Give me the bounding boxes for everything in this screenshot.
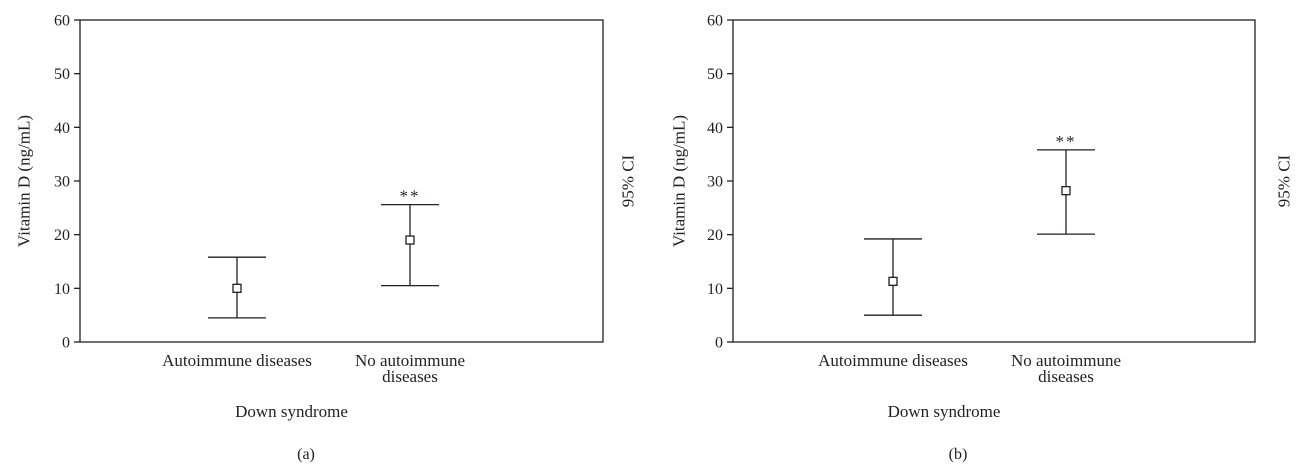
y-axis-title: Vitamin D (ng/mL) [15, 115, 34, 247]
mean-marker [888, 276, 898, 287]
y-tick-label: 20 [707, 227, 723, 244]
y-tick-label: 30 [707, 174, 723, 191]
panel-label: (b) [949, 446, 968, 463]
panel-a: 0 10 20 30 40 50 60 Vitamin D (ng/mL) 95% CI Down… [15, 13, 638, 464]
mean-marker [232, 283, 242, 293]
plot-frame [732, 19, 1256, 343]
right-axis-title: 95% CI [619, 154, 638, 207]
x-axis-title: Down syndrome [235, 402, 348, 421]
x-category-label: Autoimmune diseases [162, 351, 312, 370]
y-tick-label: 50 [54, 66, 70, 83]
y-axis-title: Vitamin D (ng/mL) [670, 115, 689, 247]
x-category-label: diseases [1038, 367, 1094, 386]
panel-b: 0 10 20 30 40 50 60 Vitamin D (ng/mL) 95% CI Down… [670, 13, 1294, 464]
x-category-label: No autoimmune [1011, 351, 1121, 370]
y-tick-label: 10 [707, 281, 723, 298]
x-axis-title: Down syndrome [888, 402, 1001, 421]
panel-label: (a) [297, 446, 315, 463]
x-category-label: Autoimmune diseases [818, 351, 968, 370]
y-tick-label: 30 [54, 174, 70, 191]
x-category-label: diseases [382, 367, 438, 386]
significance-annotation: ** [1056, 132, 1077, 151]
mean-marker [405, 235, 415, 245]
y-tick-label: 10 [54, 281, 70, 298]
y-tick-label: 50 [707, 66, 723, 83]
y-tick-label: 20 [54, 227, 70, 244]
mean-marker [1061, 186, 1071, 196]
y-tick-label: 60 [707, 13, 723, 30]
y-tick-label: 40 [707, 120, 723, 137]
y-tick-label: 0 [715, 335, 723, 352]
y-tick-label: 60 [54, 13, 70, 30]
significance-annotation: ** [400, 187, 421, 206]
y-tick-label: 0 [62, 335, 70, 352]
plot-frame [79, 19, 604, 343]
y-tick-label: 40 [54, 120, 70, 137]
x-category-label: No autoimmune [355, 351, 465, 370]
right-axis-title: 95% CI [1275, 154, 1294, 207]
